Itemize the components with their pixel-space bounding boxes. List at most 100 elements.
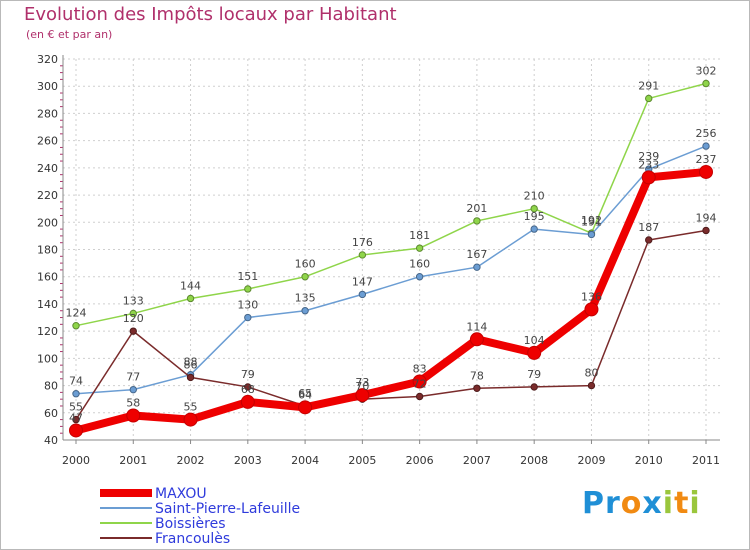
data-label: 104 bbox=[524, 334, 545, 347]
data-label: 144 bbox=[180, 279, 201, 292]
x-tick-label: 2006 bbox=[406, 454, 434, 467]
y-tick-label: 320 bbox=[37, 53, 58, 66]
data-label: 130 bbox=[237, 299, 258, 312]
data-label: 83 bbox=[413, 362, 427, 375]
data-label: 64 bbox=[298, 388, 312, 401]
y-tick-label: 280 bbox=[37, 107, 58, 120]
series-line-francoul-s bbox=[75, 229, 707, 421]
data-point bbox=[244, 313, 252, 322]
x-tick-label: 2009 bbox=[577, 454, 605, 467]
y-tick-label: 80 bbox=[44, 380, 58, 393]
data-label: 237 bbox=[696, 153, 717, 166]
data-label: 136 bbox=[581, 290, 602, 303]
logo-letter: i bbox=[689, 486, 701, 521]
data-label: 167 bbox=[466, 248, 487, 261]
y-tick-label: 60 bbox=[44, 407, 58, 420]
y-tick-label: 260 bbox=[37, 135, 58, 148]
y-tick-label: 40 bbox=[44, 434, 58, 447]
y-tick-label: 140 bbox=[37, 298, 58, 311]
data-label: 120 bbox=[123, 312, 144, 325]
data-point bbox=[702, 79, 710, 88]
data-label: 135 bbox=[295, 292, 316, 305]
data-point bbox=[72, 322, 80, 330]
series-line-maxou bbox=[72, 167, 710, 435]
data-label: 151 bbox=[237, 270, 258, 283]
data-label: 176 bbox=[352, 236, 373, 249]
data-label: 187 bbox=[638, 221, 659, 234]
data-label: 302 bbox=[696, 64, 717, 77]
logo-letter: i bbox=[662, 486, 675, 521]
data-point bbox=[244, 285, 252, 293]
chart-subtitle: (en € et par an) bbox=[26, 28, 113, 41]
x-tick-label: 2001 bbox=[119, 454, 147, 467]
data-label: 160 bbox=[409, 258, 430, 271]
data-point bbox=[415, 392, 424, 401]
x-tick-label: 2000 bbox=[62, 454, 90, 467]
proxiti-logo: Proxiti bbox=[582, 486, 701, 521]
data-point bbox=[469, 332, 484, 347]
data-point bbox=[641, 170, 656, 185]
legend: MAXOUSaint-Pierre-LafeuilleBoissièresFra… bbox=[100, 486, 300, 547]
data-point bbox=[530, 383, 538, 391]
data-point bbox=[186, 294, 195, 303]
data-label: 86 bbox=[184, 358, 198, 371]
series-line-boissi-res bbox=[75, 82, 707, 327]
data-label: 79 bbox=[527, 368, 541, 381]
data-label: 201 bbox=[466, 202, 487, 215]
legend-label: Saint-Pierre-Lafeuille bbox=[155, 501, 300, 517]
data-point bbox=[358, 290, 367, 299]
legend-label: Francoulès bbox=[155, 531, 230, 547]
y-tick-label: 220 bbox=[37, 189, 58, 202]
data-label: 124 bbox=[66, 307, 87, 320]
logo-letter: r bbox=[605, 486, 621, 521]
legend-label: MAXOU bbox=[155, 486, 207, 502]
logo-letter: P bbox=[582, 486, 605, 521]
x-tick-label: 2010 bbox=[635, 454, 663, 467]
data-point bbox=[473, 217, 481, 225]
data-point bbox=[186, 373, 195, 382]
x-tick-label: 2004 bbox=[291, 454, 319, 467]
data-point bbox=[645, 94, 653, 103]
logo-letter: o bbox=[620, 486, 643, 521]
data-label: 239 bbox=[638, 150, 659, 163]
x-tick-label: 2002 bbox=[177, 454, 205, 467]
data-label: 192 bbox=[581, 214, 602, 227]
data-point bbox=[530, 225, 538, 233]
series-line-saint-pierre-lafeuille bbox=[75, 145, 707, 395]
x-tick-label: 2003 bbox=[234, 454, 262, 467]
data-point bbox=[244, 383, 252, 391]
data-label: 58 bbox=[126, 397, 140, 410]
data-label: 191 bbox=[581, 216, 602, 229]
data-point bbox=[72, 390, 80, 398]
data-label: 133 bbox=[123, 294, 144, 307]
data-point bbox=[584, 302, 599, 317]
data-label: 72 bbox=[413, 377, 427, 390]
data-point bbox=[530, 204, 538, 213]
data-point bbox=[699, 164, 713, 179]
data-label: 47 bbox=[69, 411, 83, 424]
data-label: 114 bbox=[466, 320, 487, 333]
data-label: 55 bbox=[184, 401, 198, 414]
x-tick-label: 2005 bbox=[348, 454, 376, 467]
data-point bbox=[587, 381, 596, 390]
x-tick-label: 2007 bbox=[463, 454, 491, 467]
data-label: 77 bbox=[126, 371, 140, 384]
data-label: 195 bbox=[524, 210, 545, 223]
logo-letter: t bbox=[674, 486, 690, 521]
data-point bbox=[358, 251, 367, 259]
data-label: 65 bbox=[298, 387, 312, 400]
data-point bbox=[129, 385, 137, 394]
data-label: 160 bbox=[295, 258, 316, 271]
data-point bbox=[702, 226, 710, 235]
data-label: 291 bbox=[638, 79, 659, 92]
data-label: 181 bbox=[409, 229, 430, 242]
data-point bbox=[72, 415, 80, 424]
series-layer bbox=[69, 79, 713, 438]
data-label: 88 bbox=[184, 356, 198, 369]
x-tick-label: 2008 bbox=[520, 454, 548, 467]
data-point bbox=[129, 327, 137, 335]
data-label: 79 bbox=[241, 368, 255, 381]
data-point bbox=[412, 374, 427, 389]
